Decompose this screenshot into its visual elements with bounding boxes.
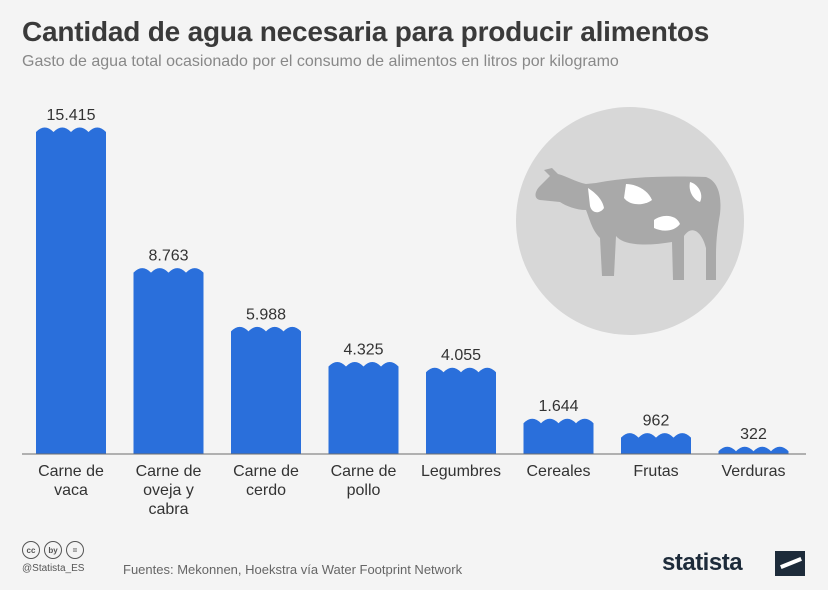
cc-icon: cc (22, 541, 40, 559)
value-label-7: 322 (740, 426, 767, 443)
statista-logo-mark-icon (775, 551, 805, 576)
category-label-0: Carne de vaca (38, 463, 104, 499)
bar-7[interactable] (718, 446, 789, 454)
category-label-5: Cereales (526, 463, 590, 480)
by-attribution-icon: by (44, 541, 62, 559)
bar-chart: 15.415 8.763 5.988 4.325 4.055 1.644 962 322 Ca… (22, 107, 806, 518)
bar-1[interactable] (133, 268, 204, 454)
bar-4[interactable] (426, 367, 496, 454)
source-note[interactable]: Fuentes: Mekonnen, Hoekstra vía Water Fo… (123, 562, 463, 577)
chart-title: Cantidad de agua necesaria para producir… (22, 16, 710, 47)
value-label-4: 4.055 (441, 347, 481, 364)
chart-subtitle: Gasto de agua total ocasionado por el co… (22, 53, 619, 70)
cow-illustration (516, 107, 744, 335)
license-icons: cc by = (22, 541, 84, 559)
bar-2[interactable] (231, 326, 301, 454)
bars (36, 127, 789, 455)
value-label-0: 15.415 (47, 107, 96, 124)
value-label-1: 8.763 (148, 248, 188, 265)
category-label-4: Legumbres (421, 463, 501, 480)
social-handle: @Statista_ES (22, 563, 85, 574)
category-label-6: Frutas (633, 463, 678, 480)
category-label-2: Carne de cerdo (233, 463, 299, 499)
bar-6[interactable] (621, 433, 691, 454)
no-derivatives-icon: = (66, 541, 84, 559)
category-label-7: Verduras (721, 463, 785, 480)
cow-spots (588, 182, 702, 231)
bar-0[interactable] (36, 127, 106, 455)
bar-3[interactable] (328, 362, 399, 454)
value-label-5: 1.644 (538, 398, 578, 415)
bar-5[interactable] (523, 418, 594, 454)
value-label-6: 962 (643, 413, 670, 430)
category-labels: Carne de vaca Carne de oveja y cabra Carne de… (38, 463, 785, 518)
category-label-1: Carne de oveja y cabra (136, 463, 202, 518)
cow-icon (535, 168, 721, 280)
value-labels: 15.415 8.763 5.988 4.325 4.055 1.644 962 322 (47, 107, 767, 443)
value-label-2: 5.988 (246, 306, 286, 323)
value-label-3: 4.325 (343, 342, 383, 359)
statista-logo[interactable]: statista (662, 549, 743, 576)
category-label-3: Carne de pollo (331, 463, 397, 499)
